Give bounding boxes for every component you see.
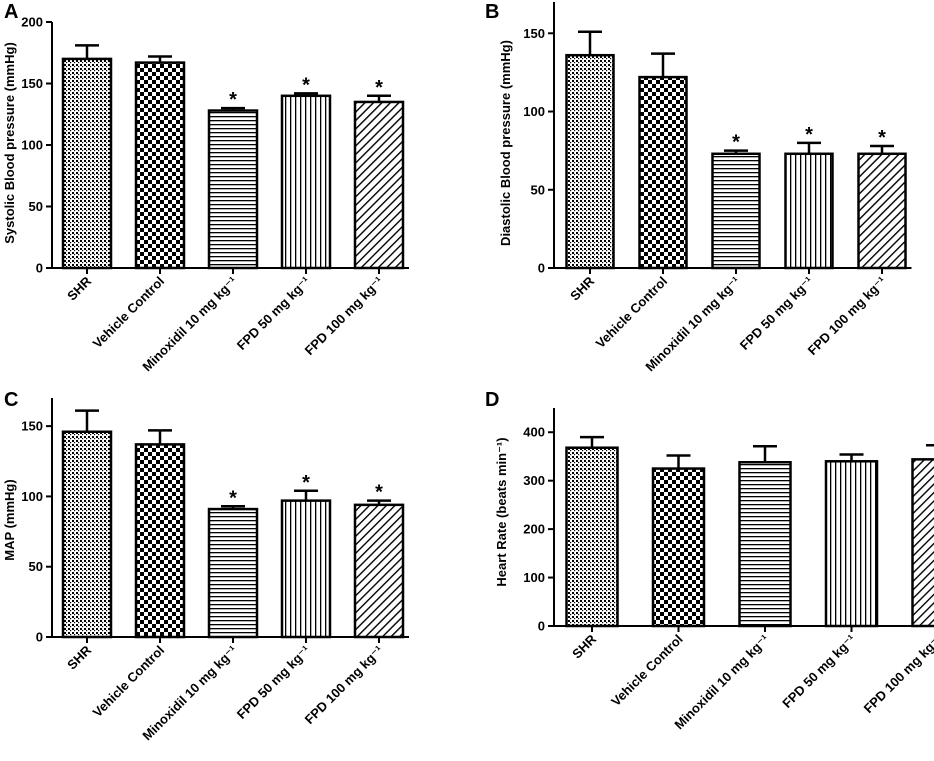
panel-d-category-label-minoxidil-10: Minoxidil 10 mg kg⁻¹ [671,632,772,733]
panel-d-y-tick-label: 100 [523,570,545,585]
panel-b-letter: B [485,1,499,23]
panel-c-category-label-vehicle-control: Vehicle Control [90,643,168,721]
panel-a-category-label-fpd-50: FPD 50 mg kg⁻¹ [234,274,313,353]
panel-d-bar-minoxidil-10 [738,461,792,628]
panel-d-ylabel: Heart Rate (beats min⁻¹) [494,437,509,586]
panel-a-category-label-vehicle-control: Vehicle Control [90,274,168,352]
panel-d-y-tick-label: 400 [523,425,545,440]
panel-c-bar-minoxidil-10 [207,507,259,639]
panel-d-category-label-fpd-100: FPD 100 mg kg⁻¹ [861,632,934,716]
panel-a-bar-vehicle-control [134,61,186,270]
panel-c-bar-fpd-100 [353,503,405,639]
panel-b: B Diastolic Blood pressure (mmHg) 0 50 100… [485,1,912,374]
panel-d-y-tick-label: 300 [523,473,545,488]
panel-a-category-label-shr: SHR [64,273,94,303]
panel-b-y-tick-label: 0 [538,261,545,276]
panel-d-category-label-vehicle-control: Vehicle Control [608,632,686,710]
panel-b-bar-fpd-100 [857,152,907,270]
panel-c-significance-minoxidil-10: * [229,487,237,509]
panel-b-category-label-vehicle-control: Vehicle Control [593,274,671,352]
panel-b-y-tick-label: 50 [531,182,545,197]
panel-d-letter: D [485,389,499,411]
panel-a-ylabel: Systolic Blood pressure (mmHg) [2,42,17,244]
panel-b-bar-fpd-50 [784,152,834,270]
panel-a-significance-minoxidil-10: * [229,89,237,111]
panel-c-significance-fpd-50: * [302,472,310,494]
panel-d-category-label-shr: SHR [569,631,599,661]
panel-a-y-tick-label: 100 [21,138,43,153]
panel-d-y-tick-label: 0 [538,619,545,634]
panel-b-significance-fpd-50: * [805,124,813,146]
panel-a-category-label-fpd-100: FPD 100 mg kg⁻¹ [302,274,386,358]
panel-b-category-label-shr: SHR [567,273,597,303]
panel-d-plot: 0 100 200 300 400 SHR Vehicle ControlMinoxidil… [523,408,934,732]
panel-a-bar-minoxidil-10 [207,109,259,270]
panel-a-y-tick-label: 50 [29,199,43,214]
panel-b-ylabel: Diastolic Blood pressure (mmHg) [498,40,513,246]
panel-a-y-tick-label: 200 [21,15,43,30]
panel-b-bar-shr [565,53,615,270]
panel-d-bar-shr [565,446,619,628]
panel-d-bar-vehicle-control [651,467,706,628]
panel-c-y-tick-label: 150 [21,419,43,434]
panel-c-bar-fpd-50 [280,499,332,639]
panel-b-category-label-fpd-100: FPD 100 mg kg⁻¹ [805,274,889,358]
panel-c-category-label-fpd-100: FPD 100 mg kg⁻¹ [302,643,386,727]
panel-c-bar-vehicle-control [134,443,186,639]
panel-b-significance-fpd-100: * [878,127,886,149]
panel-d-y-tick-label: 200 [523,522,545,537]
panel-a: A Systolic Blood pressure (mmHg) 0 50 100 1… [2,1,409,374]
panel-a-bar-fpd-50 [280,94,332,270]
panel-c-letter: C [4,389,18,411]
panel-b-y-tick-label: 100 [523,104,545,119]
panel-c-y-tick-label: 50 [29,559,43,574]
panel-c-significance-fpd-100: * [375,482,383,504]
panel-b-significance-minoxidil-10: * [732,132,740,154]
panel-c-category-label-fpd-50: FPD 50 mg kg⁻¹ [234,643,313,722]
panel-c-category-label-shr: SHR [64,642,94,672]
panel-b-bar-vehicle-control [638,75,688,270]
panel-a-bar-shr [61,57,113,270]
panel-a-bar-fpd-100 [353,100,405,270]
panel-a-y-tick-label: 0 [36,261,43,276]
panel-d-bar-fpd-100 [911,458,934,628]
panel-c-ylabel: MAP (mmHg) [2,479,17,560]
panel-a-letter: A [4,1,18,23]
panel-a-y-tick-label: 150 [21,76,43,91]
panel-c-bar-shr [61,430,113,639]
panel-c-y-tick-label: 100 [21,489,43,504]
panel-d: D Heart Rate (beats min⁻¹) 0 100 200 300 400… [485,389,934,732]
panel-a-significance-fpd-50: * [302,74,310,96]
panel-d-bar-fpd-50 [824,460,879,628]
panel-b-category-label-fpd-50: FPD 50 mg kg⁻¹ [737,274,816,353]
panel-a-significance-fpd-100: * [375,77,383,99]
panel-b-y-tick-label: 150 [523,26,545,41]
panel-b-bar-minoxidil-10 [711,152,761,270]
panel-c-y-tick-label: 0 [36,630,43,645]
panel-d-category-label-fpd-50: FPD 50 mg kg⁻¹ [779,632,858,711]
